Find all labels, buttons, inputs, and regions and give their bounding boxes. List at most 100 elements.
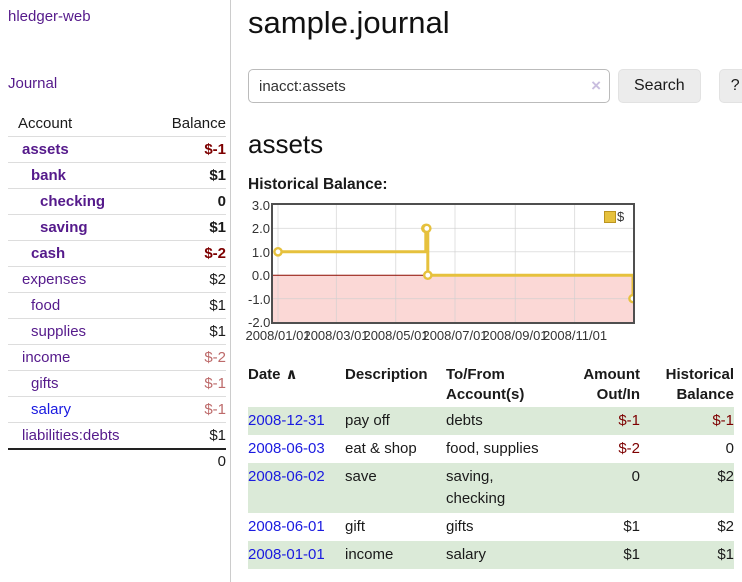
transaction-description: gift [345,518,366,535]
accounts-table: Account Balance assets $-1 bank $1 checking 0… [8,112,226,473]
account-row: cash $-2 [8,240,226,267]
search-field-wrap: × [248,69,610,103]
account-heading: assets [248,129,324,159]
account-link-saving[interactable]: saving [40,219,88,236]
account-balance: $1 [154,214,226,241]
transaction-row: 2008-06-02 save saving, checking 0 $2 [248,463,734,513]
account-balance: $-2 [154,344,226,371]
transaction-amount: $-2 [618,440,640,457]
app-brand-link[interactable]: hledger-web [8,8,91,25]
account-link-supplies[interactable]: supplies [31,323,87,340]
account-row: income $-2 [8,344,226,371]
account-link-checking[interactable]: checking [40,193,106,210]
x-axis-tick-label: 2008/01/01 [245,328,311,343]
x-axis-tick-label: 2008/07/01 [422,328,488,343]
transaction-balance: $2 [717,518,734,535]
account-balance: 0 [154,188,226,215]
transaction-row: 2008-06-03 eat & shop food, supplies $-2 0 [248,435,734,463]
sidebar: hledger-web Journal Account Balance asse… [0,0,231,582]
x-axis-tick-label: 2008/11/01 [542,328,608,343]
sidebar-item-journal[interactable]: Journal [8,75,58,92]
account-balance: $-1 [154,396,226,423]
transaction-date-link[interactable]: 2008-06-01 [248,518,325,535]
account-row: checking 0 [8,188,226,215]
y-axis-tick-label: 2.0 [251,221,270,236]
chart-canvas [271,203,635,324]
accounts-total-row: 0 [8,448,226,473]
transaction-accounts: gifts [446,518,474,535]
accounts-header-balance: Balance [171,115,226,132]
accounts-total-value: 0 [154,448,226,473]
account-link-assets[interactable]: assets [22,141,69,158]
transaction-date: 2008-12-31 [248,407,345,435]
transaction-accounts: saving, checking [446,468,506,507]
transaction-date: 2008-06-02 [248,463,345,513]
transaction-date-link[interactable]: 2008-06-02 [248,468,325,485]
help-button[interactable]: ? [718,69,742,103]
account-link-expenses[interactable]: expenses [22,271,87,288]
transaction-date: 2008-01-01 [248,541,345,569]
transaction-date: 2008-06-03 [248,435,345,463]
transaction-row: 2008-12-31 pay off debts $-1 $-1 [248,407,734,435]
chart-legend: $ [604,209,624,224]
legend-series-label: $ [617,209,625,224]
account-balance: $2 [154,266,226,293]
transaction-row: 2008-06-01 gift gifts $1 $2 [248,513,734,541]
account-balance: $1 [154,318,226,345]
transaction-accounts: salary [446,546,487,563]
register-header-row: Date ∧ Description To/From Account(s) Amou… [248,363,734,407]
transaction-description: pay off [345,412,390,429]
y-axis-tick-label: 0.0 [251,268,270,283]
register-header-date[interactable]: Date ∧ [248,366,298,383]
account-link-liabilities-debts[interactable]: liabilities:debts [22,427,120,444]
y-axis-tick-label: 3.0 [251,198,270,213]
account-row: assets $-1 [8,136,226,163]
transaction-balance: $-1 [712,412,734,429]
transaction-accounts: food, supplies [446,440,539,457]
account-row: expenses $2 [8,266,226,293]
transaction-date: 2008-06-01 [248,513,345,541]
legend-swatch-icon [604,210,616,223]
account-link-salary[interactable]: salary [31,401,72,418]
account-row: liabilities:debts $1 [8,422,226,449]
account-balance: $1 [154,292,226,319]
transaction-description: income [345,546,394,563]
account-link-income[interactable]: income [22,349,71,366]
account-balance: $-1 [154,136,226,163]
accounts-header-account: Account [18,115,73,132]
transaction-amount: $-1 [618,412,640,429]
account-row: food $1 [8,292,226,319]
account-link-bank[interactable]: bank [31,167,67,184]
transaction-date-link[interactable]: 2008-01-01 [248,546,325,563]
account-balance: $1 [154,162,226,189]
register-table: Date ∧ Description To/From Account(s) Amou… [248,363,734,569]
historical-balance-chart: 3.0 2.0 1.0 0.0 -1.0 -2.0 2008/01/01 2008/03/01… [245,199,668,343]
transaction-description: eat & shop [345,440,417,457]
y-axis-tick-label: -2.0 [248,315,271,330]
transaction-row: 2008-01-01 income salary $1 $1 [248,541,734,569]
sort-ascending-icon: ∧ [285,366,298,383]
transaction-description: save [345,468,377,485]
x-axis-tick-label: 2008/05/01 [363,328,429,343]
transaction-amount: $1 [623,518,640,535]
account-link-gifts[interactable]: gifts [31,375,59,392]
account-balance: $-1 [154,370,226,397]
search-button[interactable]: Search [618,69,701,103]
register-header-description: Description [345,366,428,383]
search-input[interactable] [248,69,610,103]
y-axis-tick-label: 1.0 [251,245,270,260]
register-header-accounts: To/From Account(s) [446,366,525,403]
main-content: sample.journal × Search ? assets Histori… [231,0,742,582]
account-row: salary $-1 [8,396,226,423]
clear-search-icon[interactable]: × [591,76,601,95]
account-link-cash[interactable]: cash [31,245,66,262]
transaction-balance: $1 [717,546,734,563]
chart-heading: Historical Balance: [248,176,388,193]
transaction-date-link[interactable]: 2008-12-31 [248,412,325,429]
account-link-food[interactable]: food [31,297,61,314]
transaction-date-link[interactable]: 2008-06-03 [248,440,325,457]
account-balance: $-2 [154,240,226,267]
transaction-accounts: debts [446,412,483,429]
accounts-header-row: Account Balance [8,112,226,137]
register-header-balance: Historical Balance [665,366,734,403]
